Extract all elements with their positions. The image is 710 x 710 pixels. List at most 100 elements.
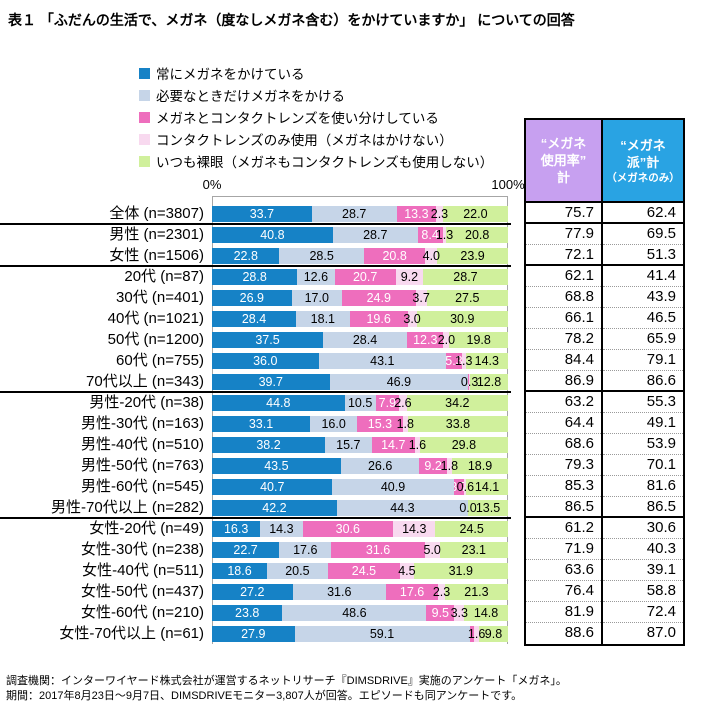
chart-row: 女性-30代 (n=238) 22.7 17.6 31.6 5.0 23.1	[0, 539, 508, 560]
usage-total-cell: 68.6	[526, 434, 601, 455]
chart-row: 女性-40代 (n=511) 18.6 20.5 24.5 4.5 31.9	[0, 560, 508, 581]
bar-value-label: 20.7	[352, 269, 378, 284]
glasses-total-cell: 51.3	[603, 245, 683, 266]
bar-segment: 1.6	[409, 436, 426, 453]
usage-total-cell: 84.4	[526, 350, 601, 371]
bar-segment: 44.8	[212, 394, 345, 411]
glasses-total-cell: 46.5	[603, 308, 683, 329]
bar-value-label: 30.6	[335, 521, 360, 536]
bar-segment: 23.1	[439, 541, 508, 558]
bar-segment: 33.1	[212, 415, 310, 432]
glasses-total-cell: 86.6	[603, 371, 683, 392]
bar-segment: 20.7	[334, 268, 396, 285]
row-label: 70代以上 (n=343)	[86, 373, 204, 390]
bar-row: 22.8 28.5 20.8 4.0 23.9	[212, 247, 508, 264]
bar-value-label: 8.4	[421, 227, 439, 242]
glasses-total-cell: 41.4	[603, 266, 683, 287]
bar-segment: 20.5	[267, 562, 328, 579]
usage-rate-cells: 75.7 77.9 72.1 62.1 68.8 66.1 78.2 84.4 86.9 63.2…	[526, 203, 601, 644]
bar-row: 27.2 31.6 17.6 2.3 21.3	[212, 583, 508, 600]
bar-row: 40.7 40.9 3.7 0.6 14.1	[212, 478, 508, 495]
usage-total-cell: 71.9	[526, 539, 601, 560]
bar-segment: 1.6	[469, 625, 475, 642]
usage-total-cell: 78.2	[526, 329, 601, 350]
glasses-total-cell: 53.9	[603, 434, 683, 455]
bar-row: 37.5 28.4 12.3 2.0 19.8	[212, 331, 508, 348]
bar-value-label: 9.2	[400, 269, 419, 284]
bar-value-label: 1.6	[470, 626, 475, 641]
glasses-total-cell: 55.3	[603, 392, 683, 413]
bar-value-label: 21.3	[464, 584, 489, 599]
bar-segment: 40.8	[212, 226, 333, 243]
bar-segment: 1.3	[455, 352, 472, 369]
bar-value-label: 4.0	[422, 248, 441, 263]
bar-segment: 14.8	[464, 604, 508, 621]
row-label: 男性-60代 (n=545)	[81, 478, 204, 495]
bar-value-label: 19.6	[366, 311, 391, 326]
bar-segment: 14.3	[465, 352, 508, 369]
glasses-group-header-subline: （メガネのみ）	[606, 171, 680, 184]
bar-value-label: 40.7	[260, 479, 285, 494]
bar-value-label: 24.5	[459, 521, 484, 536]
glasses-group-cells: 62.4 69.5 51.3 41.4 43.9 46.5 65.9 79.1 86.6 55.3…	[603, 203, 683, 644]
bar-segment: 2.3	[433, 583, 450, 600]
bar-row: 42.244.30.00.013.5	[212, 499, 508, 516]
bar-value-label: 3.3	[450, 605, 468, 620]
bar-segment: 14.3	[260, 520, 303, 537]
bar-value-label: 28.7	[453, 269, 478, 284]
survey-period: 期間：2017年8月23日～9月7日、DIMSDRIVEモニター3,807人が回…	[6, 690, 523, 702]
bar-value-label: 22.7	[233, 542, 258, 557]
bar-value-label: 12.8	[476, 374, 502, 389]
bar-segment: 30.9	[416, 310, 508, 327]
row-label: 30代 (n=401)	[116, 289, 204, 306]
usage-total-cell: 86.9	[526, 371, 601, 392]
glasses-total-cell: 30.6	[603, 518, 683, 539]
bar-value-label: 3.0	[403, 311, 421, 326]
bar-value-label: 1.6	[408, 437, 427, 452]
bar-segment: 21.3	[444, 583, 508, 600]
bar-value-label: 24.9	[366, 290, 391, 305]
row-label: 男性 (n=2301)	[109, 226, 204, 243]
legend-item: 常にメガネをかけている	[139, 62, 493, 84]
group-divider	[0, 265, 511, 267]
bar-value-label: 44.8	[266, 395, 291, 410]
bar-value-label: 20.8	[382, 248, 407, 263]
bar-segment: 3.7	[412, 289, 430, 306]
bar-row: 33.7 28.7 13.3 2.3 22.0	[212, 205, 508, 222]
bar-row: 39.746.90.30.312.8	[212, 373, 508, 390]
bar-segment: 24.5	[327, 562, 401, 579]
group-divider	[0, 391, 511, 393]
bar-value-label: 0.0	[459, 500, 477, 515]
bar-segment: 1.8	[441, 457, 458, 474]
chart-row: 女性-60代 (n=210) 23.8 48.6 9.5 3.3 14.8	[0, 602, 508, 623]
bar-value-label: 26.9	[239, 290, 264, 305]
bar-value-label: 28.7	[342, 206, 367, 221]
row-label: 40代 (n=1021)	[107, 310, 204, 327]
glasses-group-header-line: 派”計	[626, 154, 660, 170]
bar-value-label: 17.6	[399, 584, 425, 599]
bar-value-label: 40.9	[380, 479, 406, 494]
bar-value-label: 33.7	[249, 206, 275, 221]
bar-value-label: 23.8	[235, 605, 260, 620]
usage-total-cell: 64.4	[526, 413, 601, 434]
bar-row: 38.2 15.7 14.7 1.6 29.8	[212, 436, 508, 453]
bar-segment: 2.3	[431, 205, 448, 222]
bar-segment: 1.3	[436, 226, 453, 243]
bar-value-label: 1.8	[396, 416, 414, 431]
bar-value-label: 39.7	[258, 374, 283, 389]
bar-value-label: 14.3	[269, 521, 294, 536]
bar-value-label: 22.8	[233, 248, 258, 263]
bar-row: 16.3 14.3 30.6 14.3 24.5	[212, 520, 508, 537]
row-label: 男性-70代以上 (n=282)	[51, 499, 204, 516]
glasses-total-cell: 86.5	[603, 497, 683, 518]
usage-total-cell: 77.9	[526, 224, 601, 245]
summary-table: “メガネ 使用率” 計 75.7 77.9 72.1 62.1 68.8 66.1 78.2…	[524, 118, 685, 646]
bar-row: 27.959.11.61.69.8	[212, 625, 508, 642]
usage-total-cell: 72.1	[526, 245, 601, 266]
row-label: 男性-50代 (n=763)	[81, 457, 204, 474]
glasses-total-cell: 49.1	[603, 413, 683, 434]
bar-segment: 48.6	[282, 604, 427, 621]
glasses-total-cell: 65.9	[603, 329, 683, 350]
bar-segment: 18.1	[296, 310, 350, 327]
usage-rate-header-line: “メガネ	[540, 136, 587, 151]
